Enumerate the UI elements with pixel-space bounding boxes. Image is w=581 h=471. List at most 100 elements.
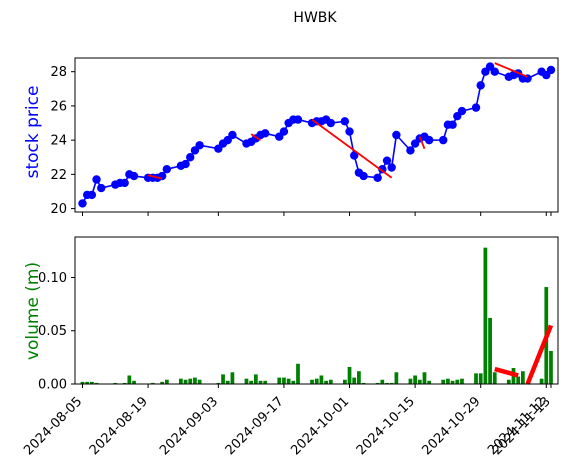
- volume-bar: [221, 374, 225, 384]
- price-point: [157, 171, 167, 181]
- volume-bar: [380, 379, 385, 384]
- volume-bar: [253, 374, 258, 384]
- price-x-ticks: [81, 212, 552, 216]
- volume-bar: [342, 379, 347, 384]
- volume-bar: [539, 378, 544, 384]
- price-point: [382, 156, 392, 165]
- x-tick-label: 2024-09-17: [223, 394, 287, 458]
- price-axes-frame: [74, 57, 559, 213]
- price-point: [439, 135, 448, 145]
- price-point: [97, 183, 106, 193]
- volume-bar: [291, 380, 296, 384]
- price-marks: [78, 62, 556, 208]
- volume-bar: [277, 377, 282, 384]
- y-tick-label: 26: [50, 99, 67, 114]
- price-point: [340, 117, 350, 126]
- volume-bar: [282, 377, 286, 384]
- volume-bar: [441, 379, 446, 384]
- price-trend-segment: [250, 133, 262, 141]
- x-tick-label: 2024-09-03: [157, 394, 221, 458]
- price-point: [228, 130, 237, 140]
- x-tick-label: 2024-08-05: [21, 394, 85, 458]
- price-y-axis-label: stock price: [23, 86, 43, 179]
- volume-y-ticks: 0.00 0.05 0.10: [38, 271, 75, 393]
- volume-bar: [94, 382, 99, 384]
- volume-panel: 0.000.050.10 2024-08-05 2024-08-19 2024-09…: [21, 236, 559, 458]
- price-trend-segment: [494, 62, 528, 78]
- volume-bar: [347, 366, 352, 384]
- y-tick-label: 0.10: [38, 271, 67, 286]
- price-point: [471, 103, 481, 112]
- chart-title: HWBK: [293, 10, 337, 26]
- volume-bar: [385, 382, 389, 384]
- price-point: [195, 141, 204, 150]
- price-point: [293, 115, 303, 124]
- price-point: [457, 106, 467, 116]
- volume-bar: [488, 317, 492, 384]
- volume-bar: [132, 380, 136, 384]
- price-point: [129, 171, 139, 181]
- y-tick-label: 22: [50, 168, 67, 183]
- price-point: [92, 175, 101, 184]
- price-point: [373, 173, 382, 182]
- volume-bar: [357, 371, 361, 384]
- volume-bar: [113, 382, 118, 384]
- volume-bar: [319, 375, 324, 384]
- volume-bar: [474, 373, 478, 384]
- volume-marks: [80, 247, 554, 385]
- volume-bar: [197, 379, 202, 384]
- price-point: [345, 127, 354, 136]
- volume-trend-segment: [494, 366, 519, 378]
- volume-x-ticks: 2024-08-05 2024-08-19 2024-09-03 2024-09-17…: [21, 384, 554, 458]
- volume-bar: [352, 377, 357, 384]
- price-point: [326, 118, 335, 128]
- y-tick-label: 0.00: [38, 378, 67, 393]
- x-tick-label: 2024-10-01: [288, 394, 352, 458]
- price-point: [387, 163, 396, 172]
- volume-bar: [193, 377, 197, 384]
- volume-bar: [422, 372, 427, 384]
- volume-bar: [389, 382, 394, 384]
- price-point: [162, 165, 172, 174]
- price-point: [424, 135, 434, 145]
- volume-bar: [85, 381, 90, 384]
- price-trend-segment: [418, 136, 426, 150]
- volume-bar: [450, 380, 455, 384]
- volume-bar: [328, 379, 333, 384]
- price-point: [87, 190, 97, 200]
- x-tick-label: 2024-11-13: [490, 394, 554, 458]
- y-tick-label: 24: [50, 134, 67, 149]
- volume-bar: [179, 378, 183, 384]
- volume-bar: [394, 372, 399, 384]
- price-point: [359, 171, 368, 181]
- volume-bar: [160, 381, 165, 384]
- price-point: [406, 146, 415, 155]
- volume-bar: [263, 380, 268, 384]
- volume-bar: [413, 375, 417, 384]
- volume-bar: [549, 350, 553, 384]
- volume-bar: [446, 378, 450, 384]
- volume-bar: [127, 375, 132, 384]
- volume-bar: [150, 382, 155, 384]
- volume-bar: [89, 381, 94, 384]
- volume-bar: [375, 382, 380, 384]
- volume-bar: [244, 378, 249, 384]
- volume-bar: [249, 380, 254, 384]
- volume-bar: [314, 378, 319, 384]
- volume-bar: [80, 381, 85, 384]
- price-point: [448, 120, 457, 129]
- volume-bar: [417, 379, 422, 384]
- x-tick-label: 2024-08-19: [87, 394, 151, 458]
- y-tick-label: 0.05: [38, 324, 67, 339]
- price-trend-segment: [147, 174, 163, 180]
- volume-bar: [230, 372, 235, 384]
- volume-bar: [492, 372, 497, 384]
- volume-bar: [286, 378, 291, 384]
- price-point: [378, 165, 387, 174]
- price-y-ticks: 20 22 24 26 28: [50, 65, 75, 217]
- price-point: [350, 151, 359, 160]
- price-point: [181, 159, 190, 169]
- price-point: [186, 153, 195, 162]
- x-tick-label: 2024-10-29: [419, 394, 483, 458]
